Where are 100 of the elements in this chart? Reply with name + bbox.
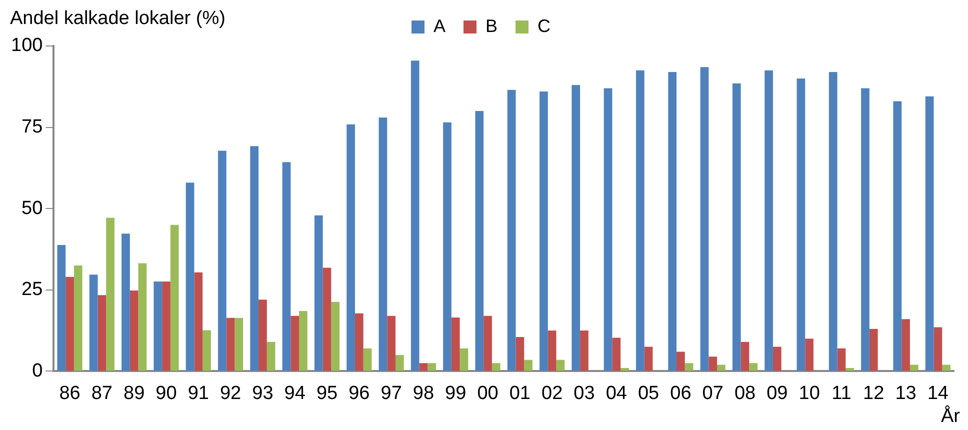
x-tick-label: 08 xyxy=(734,382,756,404)
bar xyxy=(764,70,773,371)
x-tick-label: 00 xyxy=(477,382,498,404)
x-tick-label: 95 xyxy=(316,382,338,404)
bar xyxy=(516,337,524,371)
bar xyxy=(668,72,677,371)
bar xyxy=(644,346,653,371)
x-tick-label: 93 xyxy=(252,382,274,404)
bar xyxy=(218,150,226,371)
bar xyxy=(451,318,460,371)
legend-label: B xyxy=(486,16,498,36)
bar xyxy=(612,338,621,371)
bar xyxy=(410,60,420,371)
bar xyxy=(837,348,846,371)
bar xyxy=(154,281,162,371)
bar xyxy=(492,363,500,371)
bar xyxy=(524,360,532,371)
bar xyxy=(620,368,629,371)
x-tick-label: 13 xyxy=(895,382,916,404)
bar xyxy=(934,327,942,371)
bar xyxy=(299,311,308,371)
x-tick-label: 86 xyxy=(59,382,80,404)
bar xyxy=(387,316,396,371)
bar xyxy=(460,348,468,371)
legend-label: A xyxy=(433,16,446,36)
bar xyxy=(130,290,138,371)
bar xyxy=(395,354,404,371)
bar xyxy=(604,88,612,371)
bar xyxy=(772,346,782,371)
x-tick-label: 03 xyxy=(574,382,595,404)
x-tick-label: 94 xyxy=(284,382,306,404)
bar xyxy=(805,338,814,371)
x-tick-label: 07 xyxy=(702,382,724,404)
bar xyxy=(66,276,74,371)
bar xyxy=(194,272,203,371)
bar xyxy=(556,360,565,371)
bar xyxy=(572,85,580,371)
bar xyxy=(234,318,244,371)
bar xyxy=(106,218,114,371)
y-tick-label: 50 xyxy=(22,198,43,219)
bar xyxy=(266,342,276,371)
x-tick-label: 99 xyxy=(445,382,466,404)
x-tick-label: 91 xyxy=(188,382,209,404)
bar xyxy=(700,67,709,371)
x-tick-label: 92 xyxy=(220,382,242,404)
bar xyxy=(170,224,179,371)
bar xyxy=(717,364,726,371)
y-tick-label: 75 xyxy=(22,116,43,138)
bar xyxy=(636,70,644,371)
bar xyxy=(250,146,259,371)
bar xyxy=(846,368,854,371)
x-tick-label: 96 xyxy=(348,382,370,404)
bar xyxy=(475,111,484,371)
bar xyxy=(540,92,548,371)
y-axis-title: Andel kalkade lokaler (%) xyxy=(10,8,226,30)
bar xyxy=(428,363,436,371)
bar xyxy=(708,356,718,371)
bar xyxy=(925,96,934,371)
bar xyxy=(138,263,147,371)
bar xyxy=(419,363,428,371)
bar xyxy=(740,342,750,371)
bar xyxy=(443,122,452,371)
bar xyxy=(354,313,364,371)
bar xyxy=(74,266,82,371)
x-tick-label: 87 xyxy=(91,382,112,404)
bar xyxy=(828,72,838,371)
x-tick-label: 12 xyxy=(863,382,884,404)
bar xyxy=(378,118,388,371)
y-tick-label: 0 xyxy=(32,360,43,382)
bar xyxy=(363,348,372,371)
bar xyxy=(796,78,806,371)
x-tick-label: 89 xyxy=(124,382,145,404)
x-tick-label: 11 xyxy=(832,382,852,404)
x-tick-label: 04 xyxy=(606,382,628,404)
bar xyxy=(57,245,66,371)
x-tick-label: 97 xyxy=(380,382,402,404)
bar xyxy=(122,234,130,371)
bar xyxy=(186,182,194,371)
bar xyxy=(202,330,211,371)
bar xyxy=(580,330,588,371)
x-tick-label: 05 xyxy=(638,382,660,404)
bar xyxy=(507,90,516,371)
bar xyxy=(89,274,98,371)
bar xyxy=(98,295,106,371)
bar xyxy=(684,363,694,371)
bar xyxy=(258,300,267,371)
bar xyxy=(162,281,170,371)
bar xyxy=(226,318,235,371)
bar xyxy=(861,88,870,371)
legend-label: C xyxy=(538,16,551,36)
bar xyxy=(484,316,492,371)
bar xyxy=(548,330,556,371)
bar xyxy=(676,352,685,371)
bar xyxy=(869,328,878,371)
bar xyxy=(290,316,300,371)
bar xyxy=(346,124,355,371)
bar xyxy=(322,268,332,371)
bar xyxy=(732,83,741,371)
bar xyxy=(942,364,950,371)
x-tick-label: 09 xyxy=(766,382,788,404)
